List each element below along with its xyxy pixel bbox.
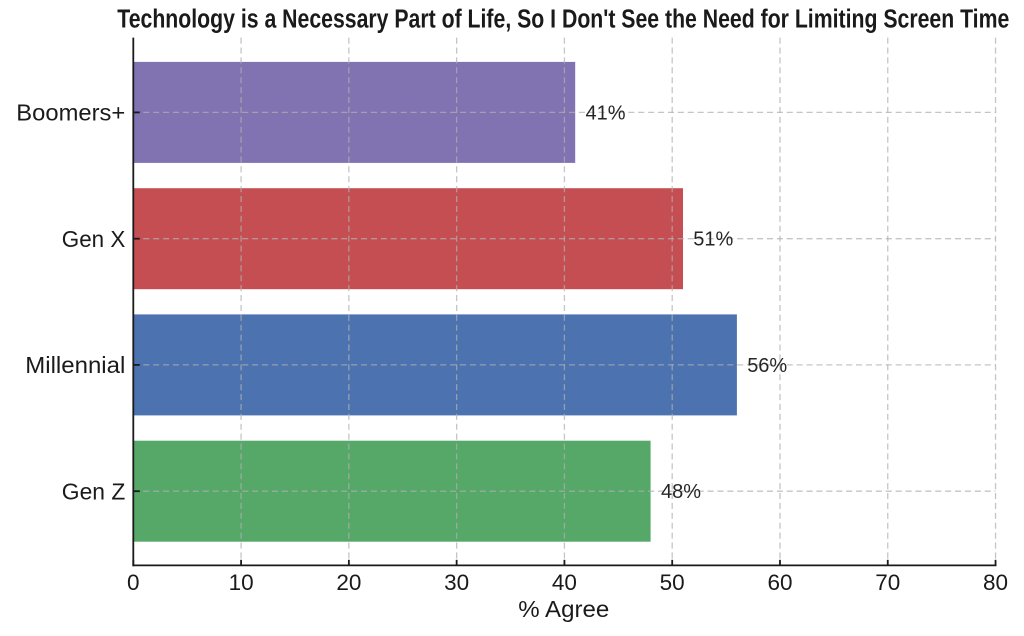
svg-text:Gen X: Gen X	[62, 226, 126, 252]
svg-text:51%: 51%	[693, 229, 733, 251]
svg-text:Gen Z: Gen Z	[62, 478, 126, 504]
svg-text:40: 40	[552, 570, 577, 595]
svg-text:Millennial: Millennial	[25, 352, 125, 378]
svg-text:% Agree: % Agree	[518, 596, 609, 622]
svg-text:30: 30	[444, 570, 469, 595]
svg-text:80: 80	[983, 570, 1008, 595]
svg-text:0: 0	[127, 570, 140, 595]
svg-text:Technology is a Necessary Part: Technology is a Necessary Part of Life, …	[117, 5, 1009, 33]
svg-text:70: 70	[875, 570, 900, 595]
svg-text:56%: 56%	[747, 355, 787, 377]
svg-text:41%: 41%	[586, 102, 626, 124]
svg-text:20: 20	[336, 570, 361, 595]
svg-text:50: 50	[660, 570, 685, 595]
svg-text:48%: 48%	[661, 481, 701, 503]
svg-text:60: 60	[767, 570, 792, 595]
svg-text:Boomers+: Boomers+	[16, 100, 125, 126]
svg-text:10: 10	[229, 570, 254, 595]
